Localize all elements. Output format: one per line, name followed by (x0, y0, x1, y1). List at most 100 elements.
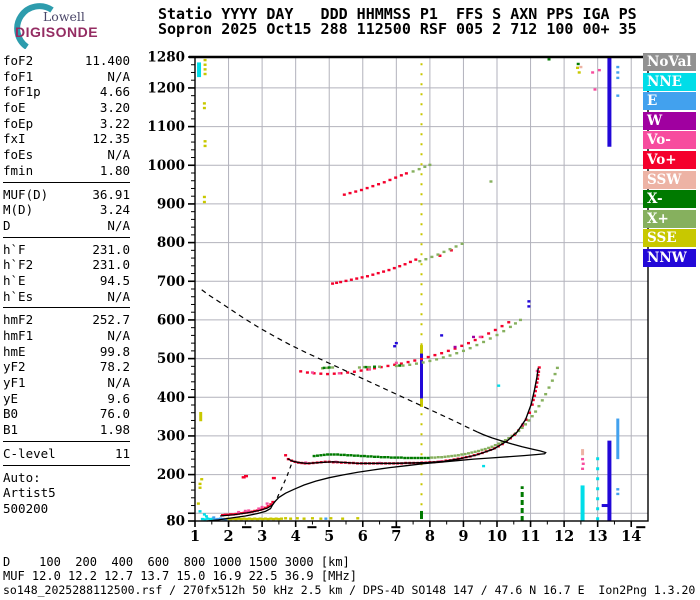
param-label: M(D) (3, 202, 34, 218)
param-row-500200: 500200 (3, 501, 130, 517)
series-speck-topright-sse (576, 66, 581, 74)
param-value: 94.5 (99, 272, 130, 288)
param-row-artist5: Artist5 (3, 485, 130, 501)
muf-values-row: MUF 12.0 12.2 12.7 13.7 15.0 16.9 22.5 3… (3, 570, 357, 583)
series-rfi-vo-minus-12-55 (581, 457, 585, 470)
param-value: 12.35 (92, 131, 130, 147)
series-hop2-vo-minus (310, 335, 482, 375)
param-value: 231.0 (92, 241, 130, 257)
x-tick-label: 6 (358, 528, 368, 545)
legend-item-sse: SSE (643, 229, 696, 248)
y-tick-label: 1280 (147, 50, 185, 66)
param-row-hes: h`Es N/A (3, 289, 130, 305)
series-f-trace-x-dark (312, 453, 430, 460)
file-info-footer: so148_2025288112500.rsf / 270fx512h 50 k… (3, 584, 695, 596)
param-value: N/A (107, 328, 130, 343)
series-bottom-sse-strip (223, 517, 360, 521)
series-stray-o-dashes (241, 474, 276, 480)
param-row-foes: foEs N/A (3, 147, 130, 163)
param-value: 4.66 (99, 84, 130, 100)
y-tick-label: 200 (157, 467, 185, 483)
param-row-fmin: fmin 1.80 (3, 163, 130, 179)
param-label: h`Es (3, 288, 34, 304)
param-label: h`F2 (3, 257, 34, 273)
param-label: C-level (3, 445, 56, 461)
y-tick-label: 500 (157, 351, 185, 367)
param-label: fxI (3, 131, 26, 147)
param-value: 36.91 (92, 186, 130, 202)
series-f-trace-o (284, 366, 541, 465)
logo-text-digisonde: DIGISONDE (15, 24, 99, 40)
grid (195, 57, 648, 521)
series-speck-topright-ssw (579, 65, 583, 69)
y-tick-label: 1000 (147, 158, 185, 174)
legend-item-noval: NoVal (643, 53, 696, 71)
param-value: 9.6 (107, 390, 130, 406)
axis-ticks (188, 56, 633, 527)
param-label: foF1 (3, 68, 34, 84)
param-label: yE (3, 390, 19, 406)
panel-divider (3, 181, 130, 183)
param-value: 11.400 (84, 53, 130, 68)
panel-divider (3, 440, 130, 442)
param-row-yf1: yF1 N/A (3, 375, 130, 391)
echo-direction-legend: NoVal NNE E W Vo- Vo+ SSW X- X+ SSE NNW (643, 53, 697, 269)
x-tick-label: 2 (224, 528, 234, 545)
ionogram-plot: 1 2 3 4 5 6 7 8 9 10 11 12 13 14128012001100100090080… (147, 50, 649, 546)
param-value: N/A (107, 217, 130, 233)
param-row-hf2: h`F2 231.0 (3, 257, 130, 273)
logo-text-lowell: Lowell (43, 9, 85, 24)
y-tick-label: 80 (166, 514, 185, 530)
series-f-trace-fit (287, 367, 539, 465)
x-tick-label: 11 (520, 528, 540, 545)
series-bottom-nne (198, 510, 215, 521)
x-tick-label: 14 (621, 528, 641, 545)
legend-item-x: X- (643, 190, 696, 209)
param-value: 99.8 (99, 343, 130, 359)
d-row-text: D 100 200 400 600 800 1000 1500 3000 [km… (3, 555, 350, 569)
param-value: N/A (107, 147, 130, 163)
series-e-trace-vo-minus (237, 502, 269, 514)
param-value: N/A (107, 68, 130, 84)
param-row-mufd: MUF(D) 36.91 (3, 187, 130, 203)
param-label: fmin (3, 162, 34, 178)
param-row-foep: foEp 3.22 (3, 116, 130, 132)
y-tick-label: 400 (157, 390, 185, 406)
param-row-fxi: fxI 12.35 (3, 131, 130, 147)
param-row-md: M(D) 3.24 (3, 202, 130, 218)
param-label: MUF(D) (3, 186, 49, 202)
param-value: 78.2 (99, 359, 130, 375)
panel-divider (3, 307, 130, 309)
y-tick-label: 900 (157, 196, 185, 212)
param-value: 1.98 (99, 422, 130, 438)
param-label: foE (3, 100, 26, 116)
series-profile-bottomside (206, 431, 547, 522)
param-label: hmF2 (3, 312, 34, 328)
series-profile-topside-dashed (201, 289, 478, 433)
series-speck-topright-x (547, 58, 580, 66)
panel-divider (3, 464, 130, 466)
x-tick-label: 4 (291, 528, 301, 545)
axis-labels: 1 2 3 4 5 6 7 8 9 10 11 12 13 14128012001100100090080… (147, 50, 641, 546)
legend-item-x: X+ (643, 209, 696, 228)
x-tick-label: 1 (190, 528, 200, 545)
param-row-hme: hmE 99.8 (3, 344, 130, 360)
series-hop2-o (299, 321, 511, 376)
param-label: Artist5 (3, 485, 56, 501)
param-value: 3.24 (99, 202, 130, 218)
footer-text: so148_2025288112500.rsf / 270fx512h 50 k… (3, 583, 696, 597)
x-tick-label: 7 (391, 528, 401, 545)
muf-row-text: MUF 12.0 12.2 12.7 13.7 15.0 16.9 22.5 3… (3, 569, 358, 583)
param-label: foF2 (3, 53, 34, 68)
muf-distance-row: D 100 200 400 600 800 1000 1500 3000 [km… (3, 556, 350, 569)
param-row-auto: Auto: (3, 470, 130, 486)
x-tick-label: 13 (588, 528, 608, 545)
series-hop4-o (342, 172, 408, 196)
param-label: B1 (3, 422, 19, 438)
x-tick-label: 3 (257, 528, 267, 545)
param-label: hmF1 (3, 328, 34, 343)
param-label: Auto: (3, 469, 41, 485)
param-row-hmf2: hmF2 252.7 (3, 312, 130, 328)
x-tick-label: 9 (458, 528, 468, 545)
param-value: 3.20 (99, 100, 130, 116)
